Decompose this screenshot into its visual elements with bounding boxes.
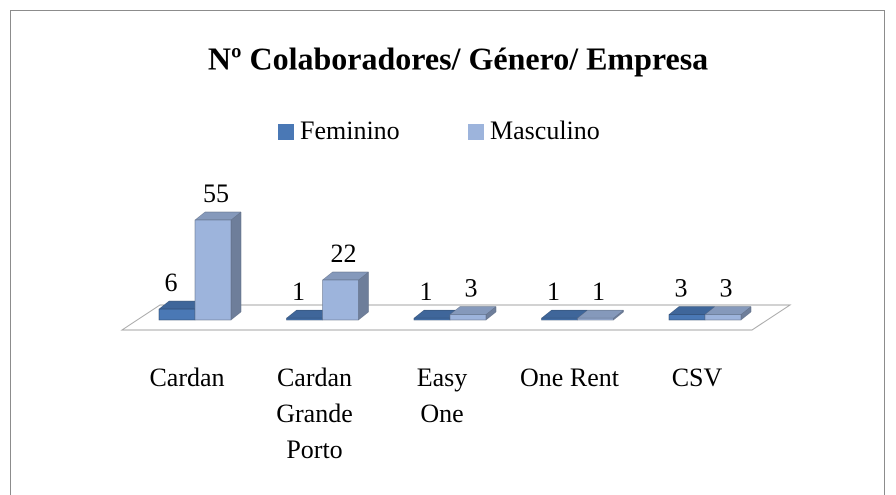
bar — [413, 317, 451, 321]
bar — [704, 314, 742, 321]
data-label: 3 — [720, 274, 733, 303]
data-label: 6 — [165, 268, 178, 297]
legend-swatch — [278, 124, 294, 140]
legend-swatch — [468, 124, 484, 140]
data-label: 1 — [292, 277, 305, 306]
bar-side — [230, 211, 242, 321]
bar — [322, 279, 359, 321]
data-label: 3 — [675, 274, 688, 303]
data-label: 1 — [420, 277, 433, 306]
chart-title: Nº Colaboradores/ Género/ Empresa — [208, 40, 708, 76]
data-label: 3 — [465, 274, 478, 303]
bar — [194, 219, 232, 321]
x-tick-label: Cardan Grande Porto — [276, 363, 353, 464]
bar — [286, 317, 323, 321]
bar — [668, 314, 706, 321]
bar — [577, 317, 614, 321]
x-tick-label: Cardan — [149, 363, 225, 392]
data-label: 1 — [547, 277, 560, 306]
x-tick-label: One Rent — [520, 363, 619, 392]
x-tick-label: CSV — [671, 363, 723, 392]
bar — [449, 314, 487, 321]
chart-frame — [10, 10, 885, 495]
legend-label: Masculino — [490, 116, 600, 145]
bar-side — [358, 271, 369, 321]
legend-label: Feminino — [300, 116, 400, 145]
data-label: 1 — [592, 277, 605, 306]
bar — [158, 308, 196, 321]
x-tick-label: Easy One — [416, 363, 468, 428]
data-label: 22 — [331, 239, 357, 268]
data-label: 55 — [203, 179, 229, 208]
bar — [541, 317, 578, 321]
